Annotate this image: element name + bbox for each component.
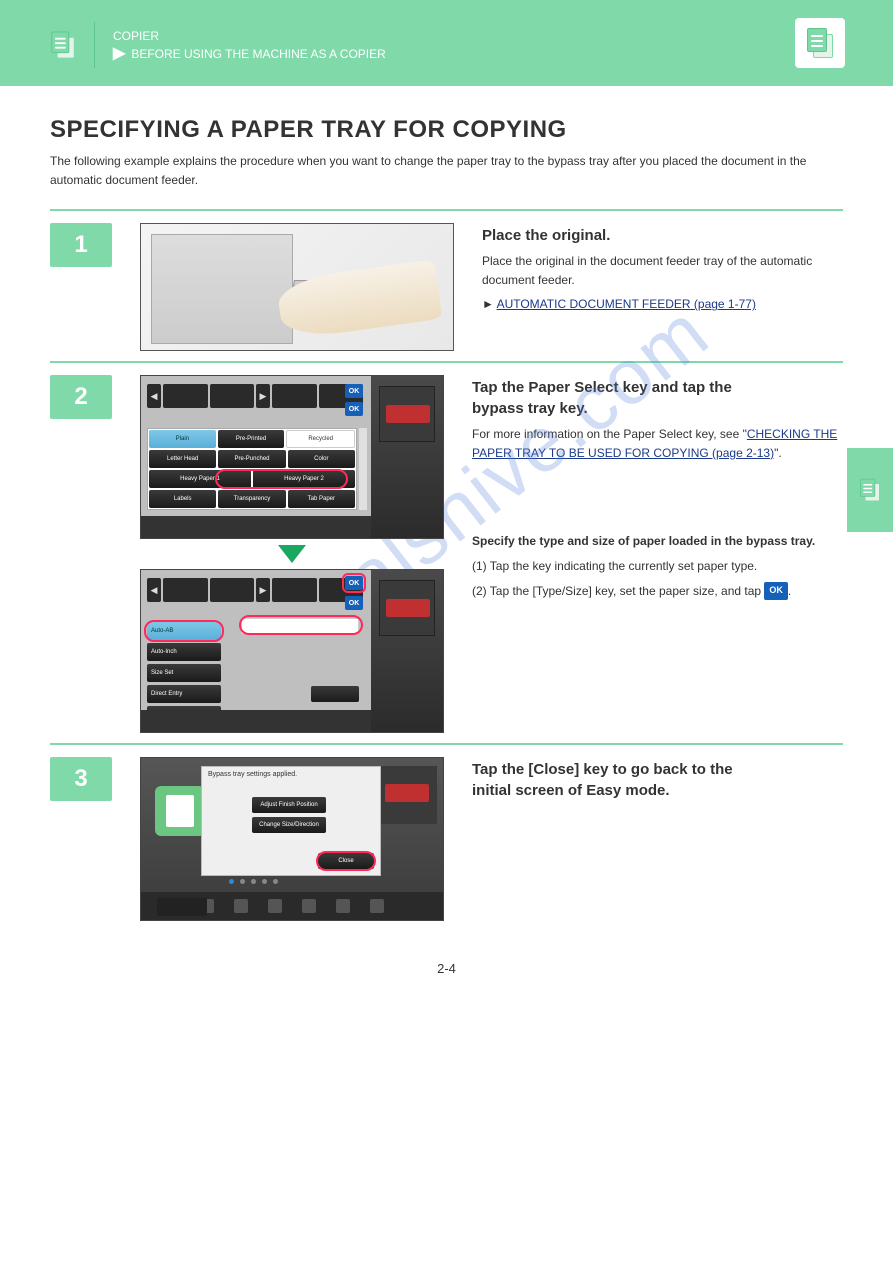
- tray-tab[interactable]: [272, 384, 317, 408]
- step-3: 3 Bypass tray settings applied. Adjust F…: [50, 757, 843, 921]
- step-1-body: Place the original in the document feede…: [482, 252, 843, 289]
- step-2-sub2: (2) Tap the [Type/Size] key, set the pap…: [472, 582, 843, 601]
- divider: [50, 743, 843, 745]
- paper-type-cell[interactable]: Pre-Printed: [218, 430, 285, 448]
- page-content: SPECIFYING A PAPER TRAY FOR COPYING The …: [0, 86, 893, 1036]
- highlight-ok: [342, 573, 366, 593]
- highlight-size-field: [239, 615, 363, 635]
- paper-type-cell[interactable]: Tab Paper: [288, 490, 355, 508]
- divider: [50, 209, 843, 211]
- paper-size-item[interactable]: Direct Entry: [147, 685, 221, 703]
- header-chapter: COPIER ▶ BEFORE USING THE MACHINE AS A C…: [113, 27, 386, 63]
- highlight-auto-ab: [144, 620, 224, 642]
- close-button[interactable]: Close: [318, 853, 374, 869]
- copy-mode-icon: [807, 28, 833, 58]
- tray-tab[interactable]: [210, 578, 255, 602]
- step-number-box: 1: [50, 223, 112, 267]
- step-2-heading: Tap the Paper Select key and tap the byp…: [472, 377, 843, 419]
- header-mode-icon-box: [793, 16, 847, 70]
- header-bar: COPIER ▶ BEFORE USING THE MACHINE AS A C…: [0, 0, 893, 86]
- arrow-left-icon[interactable]: ◀: [147, 384, 161, 408]
- dialog-title: Bypass tray settings applied.: [202, 767, 380, 782]
- touchpanel-paper-type: ◀ ▶ OK OK Plain Pre-Printed Recycled: [140, 375, 444, 539]
- step-number-box: 3: [50, 757, 112, 801]
- osa-logo-icon: [379, 580, 435, 636]
- step-2: 2 ◀ ▶ OK OK Plain Pre-Printed: [50, 375, 843, 733]
- ok-button[interactable]: OK: [345, 402, 363, 416]
- tray-tab[interactable]: [163, 578, 208, 602]
- paper-size-item[interactable]: Size Set: [147, 664, 221, 682]
- page-number: 2-4: [50, 961, 843, 976]
- paper-type-cell[interactable]: Pre-Punched: [218, 450, 285, 468]
- dock-icon[interactable]: [336, 899, 350, 913]
- tray-tab[interactable]: [272, 578, 317, 602]
- step-number: 1: [74, 231, 87, 259]
- execute-button[interactable]: [311, 686, 359, 702]
- ok-button[interactable]: OK: [345, 596, 363, 610]
- easy-copy-icon[interactable]: [155, 786, 205, 836]
- step-number: 2: [74, 383, 87, 411]
- paper-type-cell[interactable]: Heavy Paper 2: [253, 470, 355, 488]
- arrow-right-icon[interactable]: ▶: [256, 578, 270, 602]
- confirm-dialog: Bypass tray settings applied. Adjust Fin…: [201, 766, 381, 876]
- panel-bottom-bar: [141, 516, 371, 538]
- paper-type-cell[interactable]: Color: [288, 450, 355, 468]
- chevron-right-icon: ▶: [113, 43, 125, 63]
- paper-type-cell[interactable]: Recycled: [286, 430, 355, 448]
- arrow-down-icon: [278, 545, 306, 563]
- step-2-body: For more information on the Paper Select…: [472, 425, 843, 462]
- touchpanel-close-dialog: Bypass tray settings applied. Adjust Fin…: [140, 757, 444, 921]
- dock-icon[interactable]: [302, 899, 316, 913]
- arrow-left-icon[interactable]: ◀: [147, 578, 161, 602]
- arrow-right-icon[interactable]: ▶: [256, 384, 270, 408]
- paper-type-cell[interactable]: Letter Head: [149, 450, 216, 468]
- dock-icon[interactable]: [234, 899, 248, 913]
- step-2-subhead: Specify the type and size of paper loade…: [472, 532, 843, 551]
- dialog-button-1[interactable]: Adjust Finish Position: [252, 797, 326, 813]
- step-1-heading: Place the original.: [482, 225, 843, 246]
- dialog-button-2[interactable]: Change Size/Direction: [252, 817, 326, 833]
- page-intro: The following example explains the proce…: [50, 152, 843, 189]
- copy-mode-icon: [860, 479, 880, 502]
- paper-size-item[interactable]: Auto-Inch: [147, 643, 221, 661]
- scrollbar[interactable]: [359, 428, 367, 510]
- tray-tab[interactable]: [210, 384, 255, 408]
- header-chapter-top: COPIER: [113, 29, 386, 43]
- header-separator: [94, 22, 95, 68]
- tray-tab[interactable]: [163, 384, 208, 408]
- touchpanel-paper-size: ◀ ▶ OK OK Auto-AB Auto-Inch Size Set Dir…: [140, 569, 444, 733]
- header-chapter-bottom: BEFORE USING THE MACHINE AS A COPIER: [131, 47, 386, 61]
- tray-indicator: [157, 898, 207, 916]
- paper-type-cell[interactable]: Heavy Paper 1: [149, 470, 251, 488]
- step-number: 3: [74, 765, 87, 793]
- step-2-sub1: (1) Tap the key indicating the currently…: [472, 557, 843, 576]
- divider: [50, 361, 843, 363]
- dock-icon[interactable]: [268, 899, 282, 913]
- page-dots: [229, 879, 278, 884]
- osa-logo-icon: [379, 386, 435, 442]
- paper-type-cell[interactable]: Labels: [149, 490, 216, 508]
- panel-bottom-bar: [141, 710, 371, 732]
- ok-inline-icon: OK: [764, 582, 788, 600]
- dock-icon[interactable]: [370, 899, 384, 913]
- osa-logo-icon: [379, 766, 437, 824]
- paper-type-cell[interactable]: Transparency: [218, 490, 285, 508]
- step-number-box: 2: [50, 375, 112, 419]
- page-title: SPECIFYING A PAPER TRAY FOR COPYING: [50, 116, 843, 144]
- step-1-link[interactable]: AUTOMATIC DOCUMENT FEEDER (page 1-77): [497, 297, 756, 311]
- doc-icon-small: [51, 32, 74, 59]
- step-3-heading: Tap the [Close] key to go back to the in…: [472, 759, 843, 801]
- link-arrow: ►: [482, 297, 497, 311]
- printer-illustration: [140, 223, 454, 351]
- paper-type-grid: Plain Pre-Printed Recycled Letter Head P…: [147, 428, 357, 510]
- paper-type-cell[interactable]: Plain: [149, 430, 216, 448]
- ok-button[interactable]: OK: [345, 384, 363, 398]
- side-tab[interactable]: [847, 448, 893, 532]
- step-1: 1 Place the original. Place the original…: [50, 223, 843, 351]
